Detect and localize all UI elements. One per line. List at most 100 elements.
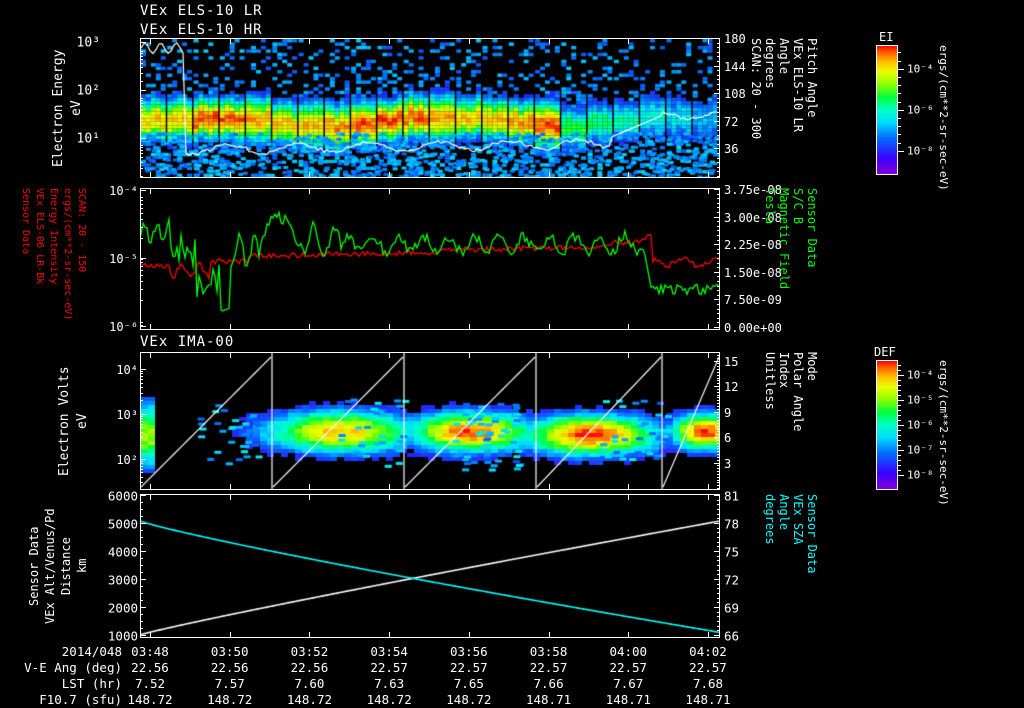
table-cell: 7.68 [692, 676, 724, 691]
panel1-left-axis-title: Electron Energy [51, 38, 66, 178]
colorbar-minor-tick [898, 143, 901, 144]
axis-tick-label: 10⁻⁵ [109, 252, 138, 266]
colorbar-minor-tick [898, 61, 901, 62]
axis-tick-label: 6 [724, 431, 732, 445]
axis-tick-label: 2000 [107, 600, 138, 616]
p2r-l0: Sensor Data [805, 188, 819, 268]
table-cell: 148.71 [525, 692, 572, 707]
panel3-spectrogram [140, 352, 720, 490]
table-cell: 22.57 [609, 660, 648, 675]
colorbar-tick-label: 10⁻⁷ [907, 443, 934, 457]
p3r-l3: Unitless [763, 352, 777, 410]
axis-tick-label: 180 [724, 32, 746, 46]
axis-tick-label: 66 [724, 628, 740, 644]
p4l-l0: Sensor Data [27, 526, 41, 606]
colorbar-minor-tick [898, 118, 901, 119]
colorbar-tick [898, 375, 904, 376]
colorbar-minor-tick [898, 102, 901, 103]
colorbar-minor-tick [898, 93, 901, 94]
colorbar1-unit: ergs/(cm**2-sr-sec-eV) [937, 45, 950, 191]
axis-tick-label: 6000 [107, 488, 138, 504]
p1r-l2: Angle [777, 38, 791, 75]
colorbar-minor-tick [898, 126, 901, 127]
colorbar1-title: EI [879, 30, 894, 44]
colorbar-minor-tick [898, 445, 901, 446]
table-row-label: 2014/048 [61, 644, 122, 659]
p4l-l2: Distance [59, 537, 73, 595]
axis-tick-label: 10⁻⁴ [109, 184, 138, 198]
colorbar-tick [898, 425, 904, 426]
axis-tick-label: 10³ [116, 408, 138, 422]
table-cell: 7.60 [294, 676, 325, 691]
table-cell: 148.72 [127, 692, 173, 707]
table-cell: 03:50 [210, 644, 249, 659]
colorbar-minor-tick [898, 365, 901, 366]
colorbar-minor-tick [898, 395, 901, 396]
axis-tick-label: 10⁻⁶ [109, 320, 138, 334]
axis-tick-label: 0.00e+00 [724, 321, 782, 335]
colorbar-minor-tick [898, 415, 901, 416]
p2l-l4: SCAN: 20 - 150 [76, 188, 87, 273]
colorbar-minor-tick [898, 385, 901, 386]
axis-tick-label: 9 [724, 406, 732, 420]
colorbar-minor-tick [898, 465, 901, 466]
colorbar2-unit-text: ergs/(cm**2-sr-sec-eV) [937, 360, 950, 506]
colorbar-minor-tick [898, 52, 901, 53]
panel3-left-axis-unit: eV [75, 352, 90, 490]
colorbar-minor-tick [898, 390, 901, 391]
colorbar-minor-tick [898, 420, 901, 421]
colorbar-minor-tick [898, 410, 901, 411]
colorbar-minor-tick [898, 380, 901, 381]
panel3-left-axis-title: Electron Volts [57, 352, 72, 490]
colorbar-minor-tick [898, 440, 901, 441]
table-row-label: LST (hr) [61, 676, 122, 691]
colorbar2-title: DEF [874, 345, 896, 359]
axis-tick-label: 1000 [107, 628, 138, 644]
p1r-l0: Pitch Angle [805, 38, 819, 118]
table-cell: 04:00 [609, 644, 648, 659]
panel1-left-axis-unit: eV [69, 38, 84, 178]
table-cell: 7.52 [134, 676, 166, 691]
axis-tick-label: 4000 [107, 544, 138, 560]
axis-tick-label: 144 [724, 60, 746, 74]
colorbar-tick [898, 475, 904, 476]
table-cell: 7.65 [453, 676, 484, 691]
table-cell: 03:54 [370, 644, 408, 659]
table-cell: 7.63 [374, 676, 405, 691]
panel1-title-hr: VEx ELS-10 HR [140, 22, 263, 38]
table-cell: 7.67 [613, 676, 644, 691]
p1r-l1: VEx ELS-10 LR [791, 38, 805, 132]
colorbar-tick-label: 10⁻⁴ [907, 62, 934, 76]
colorbar-minor-tick [898, 455, 901, 456]
panel1-right-axis-title-3: Angle [777, 38, 791, 178]
colorbar-tick-label: 10⁻⁵ [907, 393, 934, 407]
p3l-l0: Electron Volts [57, 366, 72, 476]
table-cell: 22.56 [131, 660, 169, 675]
p2l-l2: Energy Intensity [48, 188, 59, 285]
axis-tick-label: 81 [724, 488, 740, 504]
axis-tick-label: 78 [724, 516, 740, 532]
axis-tick-label: 3000 [107, 572, 138, 588]
panel1-spectrogram [140, 38, 720, 178]
p1r-l4: SCAN: 20 - 300 [749, 38, 763, 140]
colorbar1 [876, 45, 898, 175]
colorbar-tick [898, 450, 904, 451]
panel1-left-axis-unit-text: eV [69, 100, 84, 116]
table-cell: 148.71 [685, 692, 731, 707]
colorbar1-unit-text: ergs/(cm**2-sr-sec-eV) [937, 45, 950, 191]
p3r-l1: Polar Angle [791, 352, 805, 432]
table-cell: 22.57 [529, 660, 568, 675]
p2l-l1: VEx ELS-06 LR-Bk [34, 188, 45, 285]
table-cell: 148.72 [286, 692, 332, 707]
panel1-right-axis-title-5: SCAN: 20 - 300 [749, 38, 763, 178]
table-cell: 7.66 [533, 676, 564, 691]
table-cell: 22.57 [450, 660, 488, 675]
axis-tick-label: 7.50e-09 [724, 293, 782, 307]
table-cell: 148.71 [605, 692, 651, 707]
axis-tick-label: 10² [116, 453, 138, 467]
axis-tick-label: 72 [724, 572, 740, 588]
colorbar-tick [898, 69, 904, 70]
colorbar-minor-tick [898, 77, 901, 78]
panel1-title-lr: VEx ELS-10 LR [140, 3, 263, 19]
